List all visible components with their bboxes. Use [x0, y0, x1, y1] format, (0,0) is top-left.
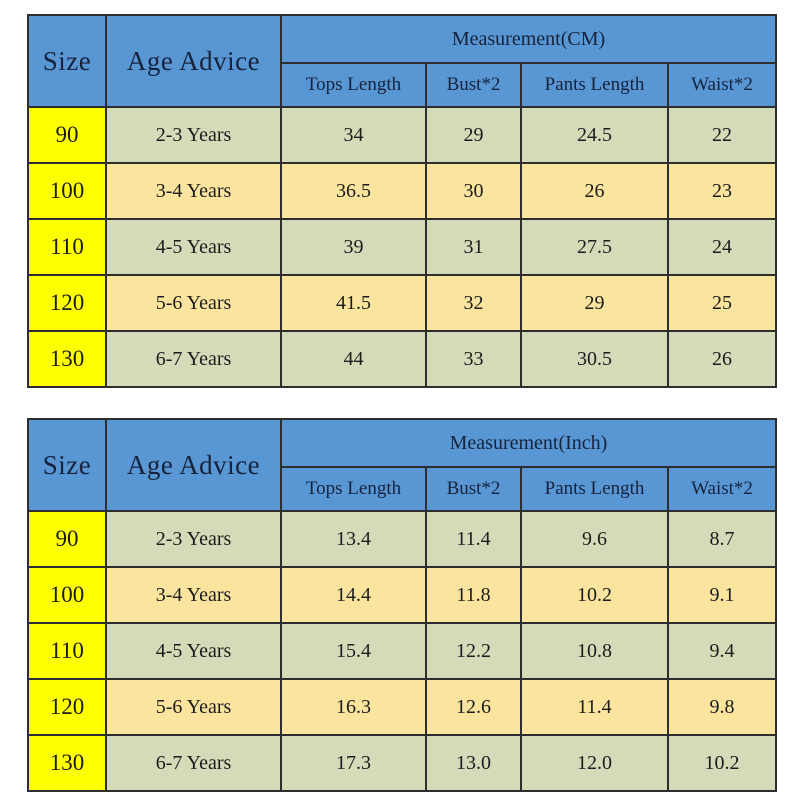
size-table-inch: Size Age Advice Measurement(Inch) Tops L…	[27, 418, 777, 792]
measure-value-cell: 27.5	[520, 218, 669, 276]
column-header-tops-length: Tops Length	[280, 62, 427, 108]
size-header-cell: Size	[27, 14, 107, 108]
table-row: 90 2-3 Years 13.4 11.4 9.6 8.7	[27, 510, 777, 568]
measure-value-cell: 11.8	[425, 566, 522, 624]
measure-value-cell: 24.5	[520, 106, 669, 164]
age-value-cell: 6-7 Years	[105, 734, 282, 792]
size-value-cell: 120	[27, 678, 107, 736]
size-value-cell: 130	[27, 330, 107, 388]
measure-value-cell: 12.2	[425, 622, 522, 680]
measure-value-cell: 10.8	[520, 622, 669, 680]
age-value-cell: 5-6 Years	[105, 274, 282, 332]
size-value-cell: 90	[27, 510, 107, 568]
measure-value-cell: 36.5	[280, 162, 427, 220]
table-row: 100 3-4 Years 36.5 30 26 23	[27, 162, 777, 220]
size-value-cell: 100	[27, 162, 107, 220]
table-row: 110 4-5 Years 39 31 27.5 24	[27, 218, 777, 276]
measure-value-cell: 24	[667, 218, 777, 276]
measure-value-cell: 11.4	[425, 510, 522, 568]
measure-value-cell: 39	[280, 218, 427, 276]
column-header-waist: Waist*2	[667, 62, 777, 108]
table-row: 110 4-5 Years 15.4 12.2 10.8 9.4	[27, 622, 777, 680]
age-value-cell: 5-6 Years	[105, 678, 282, 736]
measurement-inch-header-cell: Measurement(Inch)	[280, 418, 777, 468]
size-value-cell: 90	[27, 106, 107, 164]
measure-value-cell: 22	[667, 106, 777, 164]
column-header-tops-length: Tops Length	[280, 466, 427, 512]
age-advice-header-cell: Age Advice	[105, 14, 282, 108]
measure-value-cell: 8.7	[667, 510, 777, 568]
size-value-cell: 100	[27, 566, 107, 624]
measure-value-cell: 10.2	[667, 734, 777, 792]
table-row: 90 2-3 Years 34 29 24.5 22	[27, 106, 777, 164]
age-value-cell: 6-7 Years	[105, 330, 282, 388]
measure-value-cell: 16.3	[280, 678, 427, 736]
column-header-bust: Bust*2	[425, 466, 522, 512]
measure-value-cell: 33	[425, 330, 522, 388]
measure-value-cell: 9.4	[667, 622, 777, 680]
measure-value-cell: 26	[520, 162, 669, 220]
table-row: 120 5-6 Years 41.5 32 29 25	[27, 274, 777, 332]
table-row: 130 6-7 Years 44 33 30.5 26	[27, 330, 777, 388]
age-advice-header-cell: Age Advice	[105, 418, 282, 512]
measure-value-cell: 31	[425, 218, 522, 276]
measure-value-cell: 44	[280, 330, 427, 388]
table-row: 130 6-7 Years 17.3 13.0 12.0 10.2	[27, 734, 777, 792]
column-header-bust: Bust*2	[425, 62, 522, 108]
measure-value-cell: 9.8	[667, 678, 777, 736]
measure-value-cell: 13.0	[425, 734, 522, 792]
size-value-cell: 130	[27, 734, 107, 792]
age-value-cell: 4-5 Years	[105, 218, 282, 276]
age-value-cell: 2-3 Years	[105, 510, 282, 568]
measure-value-cell: 12.6	[425, 678, 522, 736]
measure-value-cell: 9.6	[520, 510, 669, 568]
measure-value-cell: 17.3	[280, 734, 427, 792]
size-value-cell: 110	[27, 218, 107, 276]
measure-value-cell: 34	[280, 106, 427, 164]
measure-value-cell: 30.5	[520, 330, 669, 388]
size-value-cell: 120	[27, 274, 107, 332]
measure-value-cell: 11.4	[520, 678, 669, 736]
measure-value-cell: 32	[425, 274, 522, 332]
measure-value-cell: 10.2	[520, 566, 669, 624]
measure-value-cell: 26	[667, 330, 777, 388]
age-value-cell: 2-3 Years	[105, 106, 282, 164]
measurement-cm-header-cell: Measurement(CM)	[280, 14, 777, 64]
table-row: 100 3-4 Years 14.4 11.8 10.2 9.1	[27, 566, 777, 624]
measure-value-cell: 29	[425, 106, 522, 164]
measure-value-cell: 30	[425, 162, 522, 220]
measure-value-cell: 29	[520, 274, 669, 332]
table-row: 120 5-6 Years 16.3 12.6 11.4 9.8	[27, 678, 777, 736]
size-value-cell: 110	[27, 622, 107, 680]
age-value-cell: 3-4 Years	[105, 162, 282, 220]
size-table-cm: Size Age Advice Measurement(CM) Tops Len…	[27, 14, 777, 388]
measure-value-cell: 12.0	[520, 734, 669, 792]
age-value-cell: 4-5 Years	[105, 622, 282, 680]
measure-value-cell: 15.4	[280, 622, 427, 680]
column-header-waist: Waist*2	[667, 466, 777, 512]
measure-value-cell: 14.4	[280, 566, 427, 624]
measure-value-cell: 9.1	[667, 566, 777, 624]
age-value-cell: 3-4 Years	[105, 566, 282, 624]
size-header-cell: Size	[27, 418, 107, 512]
column-header-pants-length: Pants Length	[520, 62, 669, 108]
column-header-pants-length: Pants Length	[520, 466, 669, 512]
measure-value-cell: 13.4	[280, 510, 427, 568]
measure-value-cell: 41.5	[280, 274, 427, 332]
measure-value-cell: 23	[667, 162, 777, 220]
measure-value-cell: 25	[667, 274, 777, 332]
